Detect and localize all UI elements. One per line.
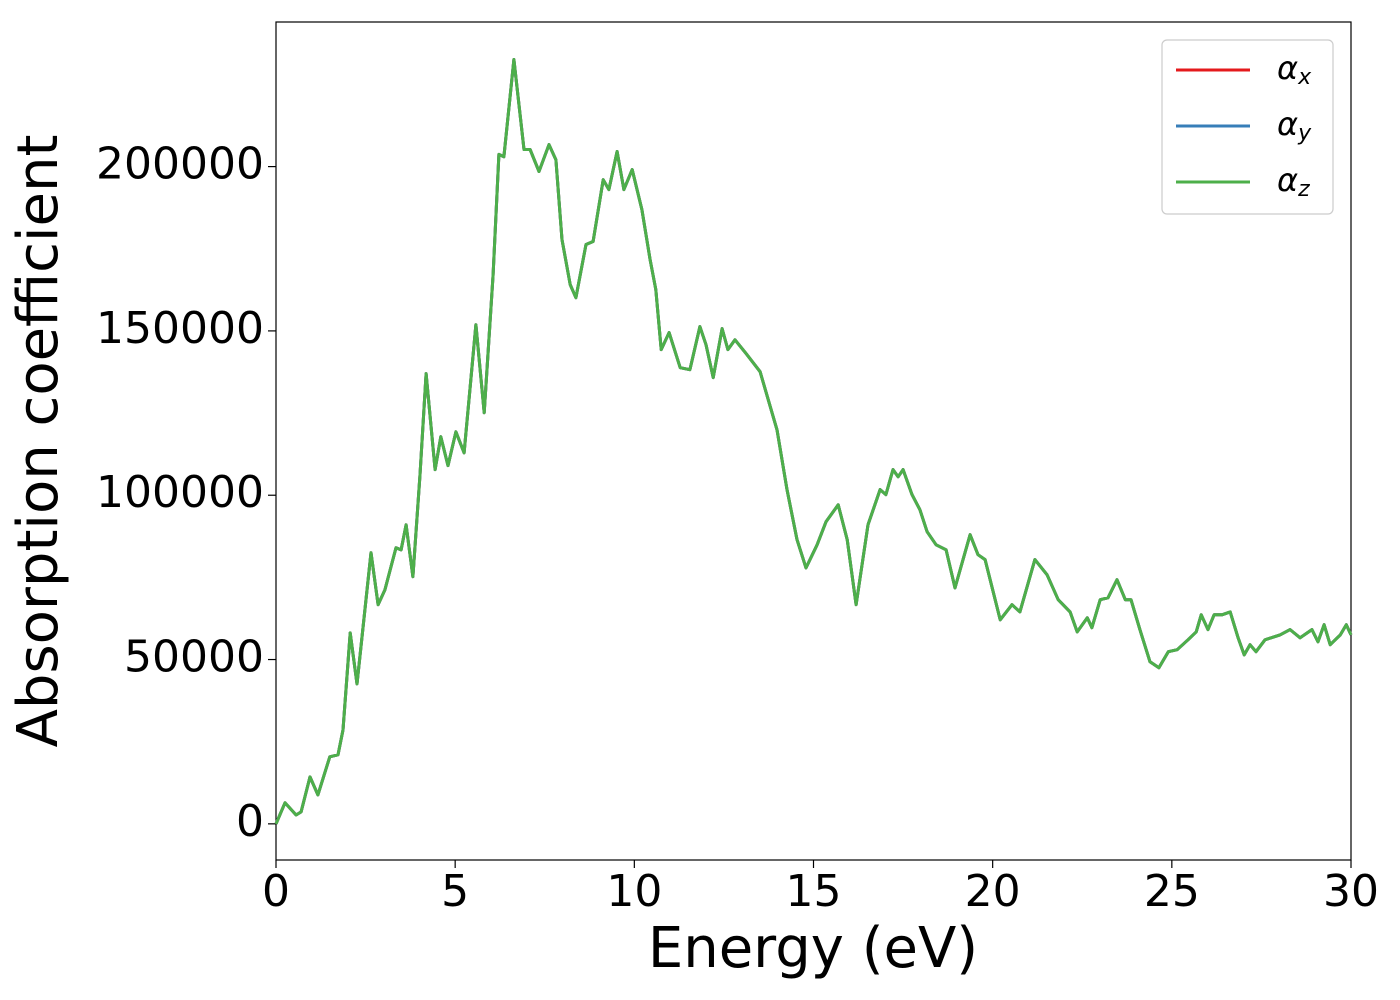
x-tick-label: 0 bbox=[262, 866, 290, 917]
legend-label: αy bbox=[1277, 105, 1312, 146]
x-axis-label: Energy (eV) bbox=[648, 916, 978, 981]
x-tick-label: 5 bbox=[441, 866, 469, 917]
y-tick-label: 0 bbox=[236, 796, 264, 847]
x-tick-label: 25 bbox=[1144, 866, 1200, 917]
data-line bbox=[274, 58, 1353, 825]
x-tick-label: 15 bbox=[786, 866, 842, 917]
legend-label: αx bbox=[1277, 49, 1312, 90]
x-tick-label: 30 bbox=[1323, 866, 1379, 917]
x-tick-label: 20 bbox=[965, 866, 1021, 917]
y-tick-label: 150000 bbox=[96, 303, 264, 354]
y-tick-label: 200000 bbox=[96, 139, 264, 190]
y-axis-label: Absorption coefficient bbox=[6, 135, 71, 748]
legend-label: αz bbox=[1277, 161, 1310, 202]
x-tick-label: 10 bbox=[606, 866, 662, 917]
y-tick-label: 100000 bbox=[96, 467, 264, 518]
y-tick-label: 50000 bbox=[124, 632, 264, 683]
